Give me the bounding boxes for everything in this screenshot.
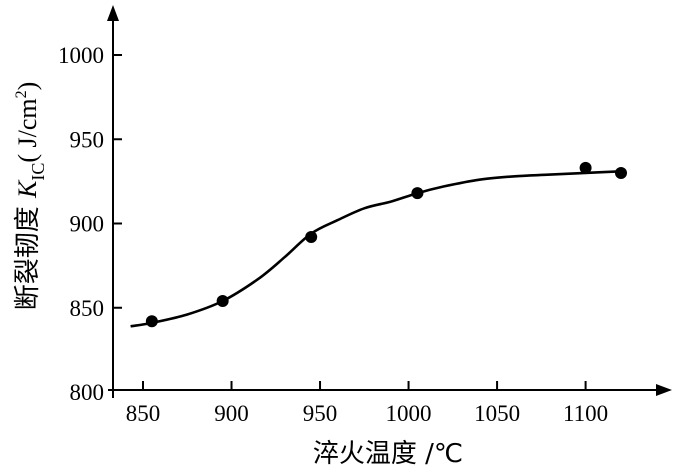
x-tick-label: 1100	[563, 401, 608, 426]
y-axis-label-unit-close: )	[13, 82, 42, 91]
y-axis-label-group: 断裂韧度 KIC( J/cm2)	[13, 82, 48, 311]
data-point	[305, 230, 318, 243]
axes	[107, 5, 672, 398]
fit-curve	[130, 170, 622, 328]
y-axis-label-unit-exponent: 2	[13, 90, 30, 98]
y-tick-label: 1000	[58, 43, 104, 68]
x-tick-label: 850	[126, 401, 161, 426]
data-point	[411, 187, 424, 200]
y-axis-arrow	[107, 5, 119, 21]
x-tick-label: 1050	[474, 401, 520, 426]
x-tick-label: 900	[214, 401, 249, 426]
y-axis-label-prefix: 断裂韧度	[13, 198, 43, 310]
y-axis-label-unit-open: ( J/cm	[13, 98, 42, 162]
y-tick-label: 950	[70, 127, 105, 152]
y-tick-label: 900	[70, 212, 105, 237]
y-tick-label: 800	[70, 380, 105, 405]
x-axis-arrow	[656, 384, 672, 396]
data-point	[145, 315, 158, 328]
y-axis-label: 断裂韧度 KIC( J/cm2)	[13, 82, 48, 311]
x-ticks: 850 900 950 1000 1050 1100	[126, 381, 608, 426]
y-axis-label-symbol: K	[13, 179, 42, 199]
data-point	[615, 166, 627, 179]
x-tick-label: 950	[303, 401, 338, 426]
y-axis-label-subscript: IC	[28, 163, 48, 181]
x-tick-label: 1000	[386, 401, 432, 426]
data-points	[145, 161, 627, 328]
data-point	[216, 295, 229, 308]
x-axis-label: 淬火温度 /℃	[313, 439, 463, 469]
y-ticks: 800 850 900 950 1000	[58, 43, 122, 405]
y-tick-label: 850	[70, 296, 105, 321]
data-point	[579, 161, 592, 174]
